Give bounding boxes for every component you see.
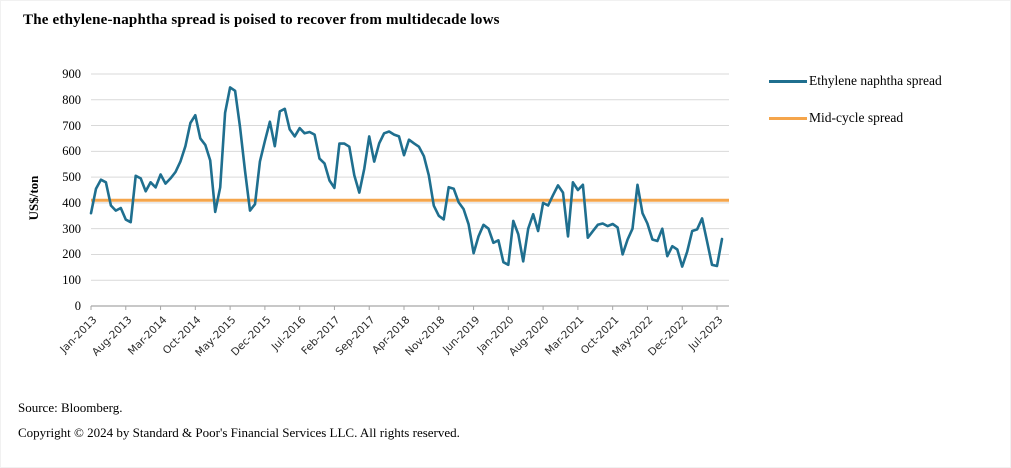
legend-label-midcycle: Mid-cycle spread <box>809 110 904 125</box>
y-tick-label: 900 <box>62 67 81 81</box>
y-tick-label: 500 <box>62 170 81 185</box>
legend-item-midcycle: Mid-cycle spread <box>769 110 942 126</box>
y-tick-label: 700 <box>62 118 81 133</box>
y-tick-label: 400 <box>62 195 81 210</box>
source-note: Source: Bloomberg. <box>18 400 123 415</box>
y-tick-label: 300 <box>62 221 81 236</box>
copyright-note: Copyright © 2024 by Standard & Poor's Fi… <box>18 425 460 440</box>
chart-title: The ethylene-naphtha spread is poised to… <box>23 12 500 28</box>
y-tick-label: 800 <box>62 92 81 107</box>
y-tick-label: 0 <box>74 299 81 313</box>
y-tick-label: 100 <box>62 273 81 288</box>
y-tick-label: 200 <box>62 247 81 262</box>
legend-item-ethylene: Ethylene naphtha spread <box>769 73 942 89</box>
footer: Source: Bloomberg. Copyright © 2024 by S… <box>18 400 460 450</box>
mid-cycle-swatch <box>769 116 807 120</box>
ethylene-series-swatch <box>769 79 807 83</box>
y-tick-label: 600 <box>62 144 81 159</box>
legend: Ethylene naphtha spread Mid-cycle spread <box>769 73 942 147</box>
ethylene-series-line <box>89 86 724 268</box>
legend-label-ethylene: Ethylene naphtha spread <box>809 73 942 88</box>
